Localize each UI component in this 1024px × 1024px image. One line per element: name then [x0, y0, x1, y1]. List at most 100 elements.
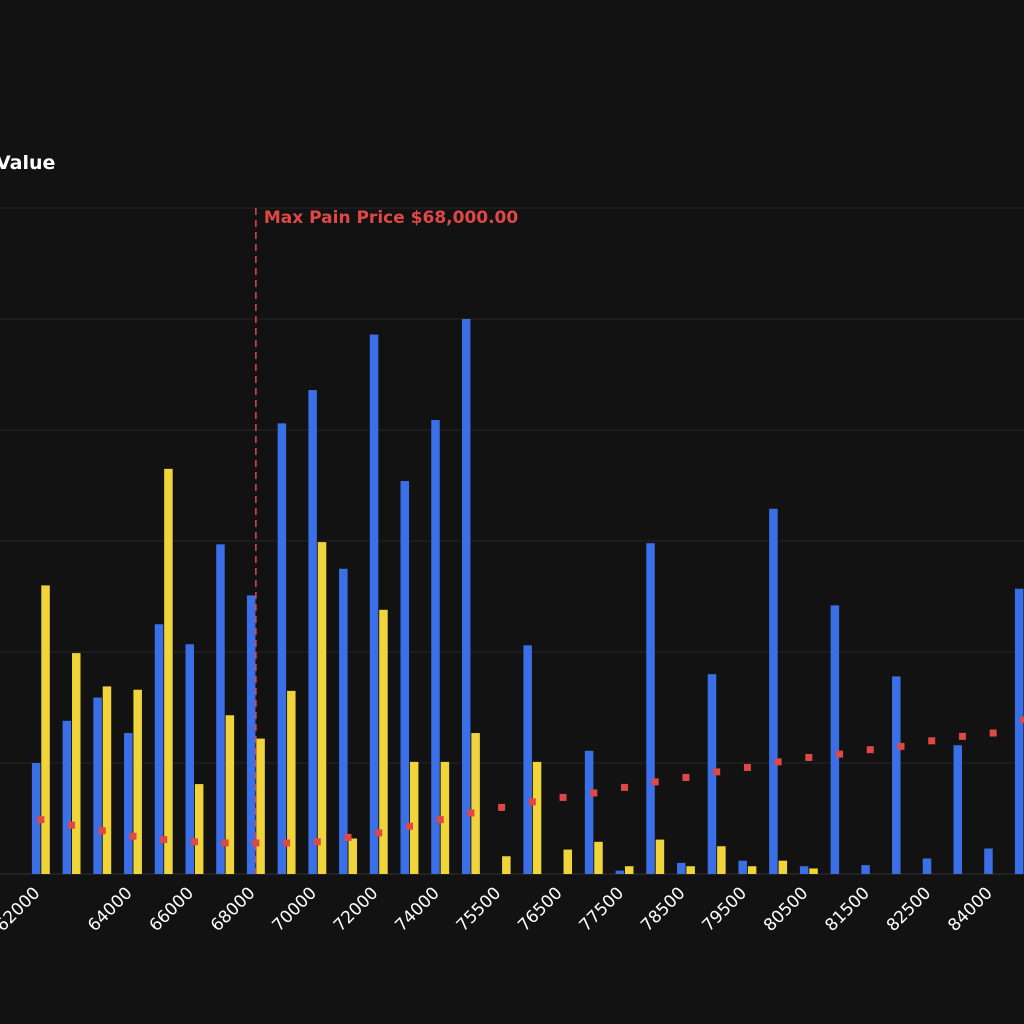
marker-point — [1020, 716, 1024, 724]
bar-series-1 — [308, 390, 317, 874]
bar-series-2 — [686, 866, 695, 874]
marker-point — [344, 833, 352, 841]
bar-series-2 — [379, 609, 388, 874]
x-tick-label: 75500 — [453, 883, 505, 935]
bar-series-2 — [225, 715, 235, 874]
x-tick-label: 82500 — [883, 883, 935, 935]
bar-series-1 — [62, 720, 72, 874]
bar-series-2 — [348, 838, 357, 874]
bar-series-1 — [922, 858, 932, 874]
marker-point — [651, 778, 659, 786]
marker-point — [129, 832, 137, 840]
marker-point — [774, 758, 782, 766]
bar-series-2 — [594, 841, 603, 874]
bar-series-1 — [369, 334, 379, 874]
bar-series-2 — [563, 849, 573, 874]
marker-point — [405, 822, 413, 830]
marker-point — [805, 753, 813, 761]
bar-series-2 — [133, 689, 142, 874]
marker-point — [68, 821, 76, 829]
marker-point — [866, 746, 874, 754]
bar-series-1 — [124, 733, 133, 874]
bar-series-1 — [584, 750, 594, 874]
x-tick-label: 74000 — [391, 883, 443, 935]
bar-series-2 — [747, 866, 757, 874]
marker-point — [559, 793, 567, 801]
bar-series-1 — [646, 543, 655, 874]
marker-point — [590, 789, 598, 797]
chart-title: Value — [0, 152, 56, 174]
bar-series-1 — [431, 420, 440, 874]
bar-series-1 — [861, 865, 870, 874]
bar-series-2 — [624, 866, 634, 874]
x-tick-label: 68000 — [207, 883, 259, 935]
bar-series-2 — [194, 784, 204, 874]
bar-series-1 — [523, 645, 532, 874]
marker-point — [221, 839, 229, 847]
bar-series-1 — [738, 860, 747, 874]
bar-series-1 — [615, 870, 625, 874]
marker-point — [836, 750, 844, 758]
bar-series-1 — [246, 595, 256, 874]
bar-series-1 — [154, 624, 164, 874]
x-tick-label: 77500 — [576, 883, 628, 935]
bar-series-1 — [461, 319, 471, 874]
marker-point — [283, 839, 291, 847]
bar-series-1 — [339, 568, 348, 874]
marker-point — [621, 783, 629, 791]
marker-point — [160, 836, 168, 844]
x-tick-label: 66000 — [146, 883, 198, 935]
marker-point — [467, 809, 475, 817]
x-tick-label: 76500 — [514, 883, 566, 935]
bar-series-1 — [185, 644, 194, 874]
bar-series-1 — [953, 745, 962, 874]
bar-series-2 — [532, 761, 542, 874]
marker-point — [313, 838, 321, 846]
bar-series-2 — [256, 738, 265, 874]
marker-point — [498, 803, 506, 811]
bar-series-1 — [216, 544, 225, 874]
bar-series-2 — [502, 856, 511, 874]
marker-point — [190, 838, 198, 846]
bar-series-1 — [277, 423, 287, 874]
marker-point — [928, 737, 936, 745]
marker-point — [713, 768, 721, 776]
bar-series-2 — [471, 733, 480, 874]
bar-series-2 — [409, 761, 419, 874]
max-pain-label: Max Pain Price $68,000.00 — [264, 208, 519, 228]
marker-point — [98, 827, 106, 835]
bar-series-2 — [717, 846, 726, 874]
bar-series-2 — [72, 653, 81, 874]
x-tick-label: 62000 — [0, 883, 44, 935]
bar-series-1 — [892, 676, 901, 874]
x-tick-label: 72000 — [330, 883, 382, 935]
x-tick-label: 84000 — [944, 883, 996, 935]
bar-series-2 — [440, 761, 450, 874]
bar-series-1 — [984, 848, 993, 874]
bar-series-2 — [287, 690, 296, 874]
marker-point — [528, 798, 536, 806]
bar-series-2 — [317, 542, 327, 874]
marker-point — [436, 816, 444, 824]
x-tick-label: 64000 — [84, 883, 136, 935]
x-tick-label: 81500 — [821, 883, 873, 935]
bar-series-1 — [31, 763, 41, 874]
bar-series-1 — [400, 481, 410, 874]
bar-series-1 — [707, 674, 717, 874]
marker-point — [37, 816, 45, 824]
bar-series-2 — [655, 839, 665, 874]
x-tick-label: 79500 — [699, 883, 751, 935]
x-tick-label: 80500 — [760, 883, 812, 935]
bar-series-2 — [778, 860, 788, 874]
bar-series-1 — [677, 862, 686, 874]
bar-series-2 — [164, 468, 173, 874]
marker-point — [743, 763, 751, 771]
bar-series-1 — [1014, 588, 1024, 874]
marker-point — [958, 732, 966, 740]
bar-series-1 — [93, 697, 102, 874]
marker-point — [682, 773, 690, 781]
x-tick-label: 78500 — [637, 883, 689, 935]
marker-point — [989, 729, 997, 737]
bar-series-1 — [769, 508, 778, 874]
